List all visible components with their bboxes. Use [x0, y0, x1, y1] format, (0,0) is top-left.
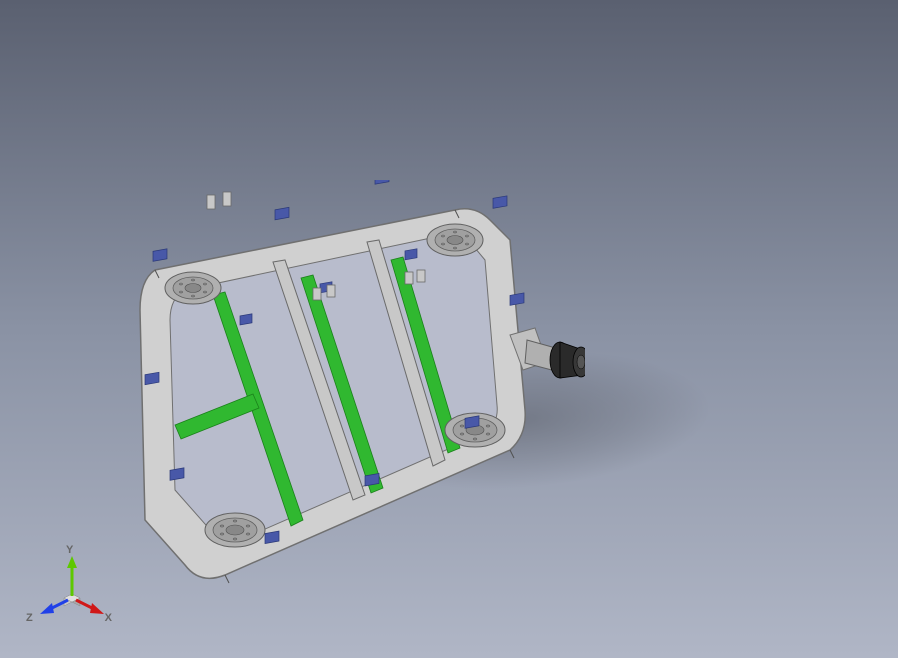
triad-z-axis [40, 600, 68, 614]
triad-z-label: Z [26, 612, 33, 624]
triad-y-axis [67, 556, 77, 596]
triad-svg [28, 548, 108, 628]
cad-model[interactable] [115, 180, 585, 600]
triad-x-label: X [105, 612, 112, 624]
triad-y-label: Y [66, 544, 73, 556]
model-svg [115, 180, 585, 600]
orientation-triad[interactable]: Y X Z [28, 548, 108, 628]
cad-viewport[interactable]: Y X Z [0, 0, 898, 658]
frame-group [140, 209, 525, 579]
triad-x-axis [76, 600, 104, 614]
